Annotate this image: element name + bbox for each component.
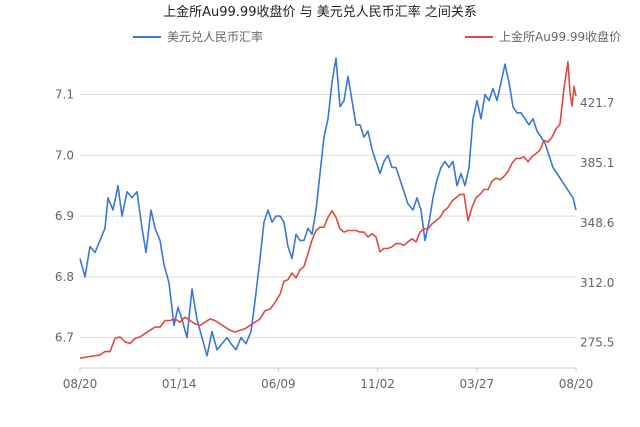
x-tick-label: 03/27 [460,377,495,391]
axes [79,367,577,372]
series-lines [79,57,577,359]
left-tick-label: 7.1 [55,88,74,102]
series-line-usd-cny[interactable] [79,57,577,357]
legend-item-gold-price[interactable]: 上金所Au99.99收盘价 [465,29,621,44]
right-tick-label: 275.5 [580,336,614,350]
right-tick-label: 421.7 [580,96,614,110]
tick-labels: 6.7 6.8 6.9 7.0 7.1 275.5 312.0 348.6 385.1 421.7… [55,88,614,391]
chart-title: 上金所Au99.99收盘价 与 美元兑人民币汇率 之间关系 [163,4,477,20]
legend-item-usd-cny[interactable]: 美元兑人民币汇率 [133,29,263,44]
series-line-gold-price[interactable] [79,60,577,359]
left-tick-label: 6.8 [55,270,74,284]
left-tick-label: 6.9 [55,209,74,223]
right-tick-label: 312.0 [580,276,614,290]
left-tick-label: 7.0 [55,148,74,162]
right-tick-label: 385.1 [580,156,614,170]
x-tick-label: 01/14 [162,377,197,391]
right-tick-label: 348.6 [580,216,614,230]
legend-label-gold-price: 上金所Au99.99收盘价 [499,29,621,44]
x-tick-label: 06/09 [261,377,296,391]
x-tick-label: 11/02 [360,377,395,391]
x-tick-label: 08/20 [63,377,98,391]
x-tick-label: 08/20 [559,377,594,391]
left-tick-label: 6.7 [55,331,74,345]
legend-label-usd-cny: 美元兑人民币汇率 [167,29,263,44]
